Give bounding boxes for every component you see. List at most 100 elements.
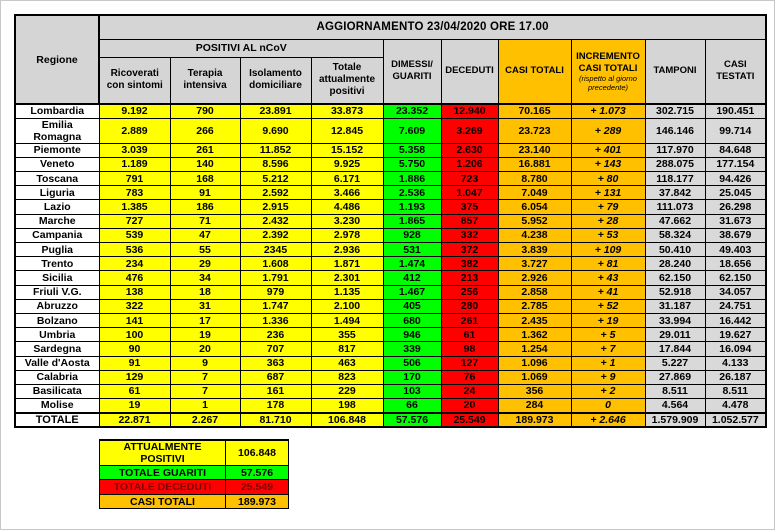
value-cell: 266	[169, 117, 241, 144]
value-cell: 372	[440, 241, 499, 258]
value-cell: 23.140	[497, 142, 572, 158]
value-cell: 17.844	[644, 341, 706, 357]
value-cell: 1.254	[497, 341, 572, 357]
value-cell: 506	[382, 355, 442, 371]
value-cell: 946	[382, 327, 442, 343]
value-cell: 190.451	[704, 102, 767, 119]
covid-regions-table: Regione AGGIORNAMENTO 23/04/2020 ORE 17.…	[14, 14, 768, 428]
value-cell: 3.466	[310, 185, 384, 201]
value-cell: 2.978	[310, 227, 384, 244]
value-cell: + 9	[570, 369, 646, 385]
value-cell: 236	[239, 327, 312, 343]
column-header-totale-positivi: Totale attualmente positivi	[310, 56, 384, 105]
value-cell: 322	[98, 298, 171, 314]
value-cell: 261	[169, 142, 241, 158]
value-cell: 2.435	[497, 312, 572, 329]
value-cell: 29.011	[644, 327, 706, 343]
value-cell: + 80	[570, 171, 646, 187]
value-cell: 1.096	[497, 355, 572, 371]
legend-body: ATTUALMENTE POSITIVI 106.848 TOTALE GUARIT…	[99, 438, 289, 510]
value-cell: 288.075	[644, 156, 706, 173]
region-name-cell: Bolzano	[14, 312, 100, 329]
value-cell: 2.392	[239, 227, 312, 244]
value-cell: + 28	[570, 213, 646, 229]
value-cell: 229	[310, 383, 384, 400]
region-row: Veneto 1.189 140 8.596 9.925 5.750 1.206 16.881…	[14, 156, 767, 173]
value-cell: 7	[169, 383, 241, 400]
region-name-cell: Trento	[14, 256, 100, 272]
value-cell: 8.780	[497, 171, 572, 187]
region-row: Toscana 791 168 5.212 6.171 1.886 723 8.780 + 80…	[14, 171, 767, 187]
value-cell: 31.673	[704, 213, 767, 229]
region-row: Piemonte 3.039 261 11.852 15.152 5.358 2.630 23…	[14, 142, 767, 158]
value-cell: 4.486	[310, 199, 384, 215]
value-cell: 0	[570, 398, 646, 414]
value-cell: 31.187	[644, 298, 706, 314]
value-cell: 20	[440, 398, 499, 414]
value-cell: 1.135	[310, 284, 384, 300]
value-cell: 19	[169, 327, 241, 343]
value-cell: 261	[440, 312, 499, 329]
value-cell: 15.152	[310, 142, 384, 158]
region-name-cell: Emilia Romagna	[14, 117, 100, 144]
value-cell: 2345	[239, 241, 312, 258]
value-cell: 2.889	[98, 117, 171, 144]
value-cell: 198	[310, 398, 384, 414]
value-cell: 18.656	[704, 256, 767, 272]
summary-legend: ATTUALMENTE POSITIVI 106.848 TOTALE GUARIT…	[99, 438, 289, 510]
value-cell: 29	[169, 256, 241, 272]
incremento-label: INCREMENTO CASI TOTALI	[576, 50, 640, 74]
value-cell: 680	[382, 312, 442, 329]
value-cell: + 19	[570, 312, 646, 329]
value-cell: 234	[98, 256, 171, 272]
value-cell: 857	[440, 213, 499, 229]
header-row-title: Regione AGGIORNAMENTO 23/04/2020 ORE 17.…	[14, 14, 767, 105]
region-name-cell: Valle d'Aosta	[14, 355, 100, 371]
value-cell: + 2	[570, 383, 646, 400]
region-row: Lombardia 9.192 790 23.891 33.873 23.352 12.94…	[14, 102, 767, 119]
value-cell: 928	[382, 227, 442, 244]
value-cell: 26.298	[704, 199, 767, 215]
value-cell: 5.212	[239, 171, 312, 187]
value-cell: 2.926	[497, 270, 572, 286]
header-row-groups: POSITIVI AL nCoV DIMESSI/ GUARITI DECEDU…	[15, 38, 767, 105]
value-cell: 81.710	[239, 411, 312, 428]
value-cell: + 79	[570, 199, 646, 215]
region-row: Valle d'Aosta 91 9 363 463 506 127 1.096 + 1 5.22…	[14, 355, 767, 371]
value-cell: 1.189	[98, 156, 171, 173]
value-cell: 476	[98, 270, 171, 286]
value-cell: 412	[382, 270, 442, 286]
value-cell: 34	[169, 270, 241, 286]
value-cell: 4.238	[497, 227, 572, 244]
value-cell: 57.576	[382, 411, 442, 428]
region-row: Emilia Romagna 2.889 266 9.690 12.845 7.609 3.…	[14, 117, 767, 144]
value-cell: 26.187	[704, 369, 767, 385]
value-cell: 1.047	[440, 185, 499, 201]
value-cell: 52.918	[644, 284, 706, 300]
value-cell: 98	[440, 341, 499, 357]
value-cell: 84.648	[704, 142, 767, 158]
column-header-dimessi-guariti: DIMESSI/ GUARITI	[382, 38, 442, 105]
value-cell: + 131	[570, 185, 646, 201]
value-cell: 118.177	[644, 171, 706, 187]
value-cell: 62.150	[644, 270, 706, 286]
value-cell: 7.609	[382, 117, 442, 144]
legend-value: 189.973	[225, 493, 289, 510]
value-cell: 2.936	[310, 241, 384, 258]
region-row: Sicilia 476 34 1.791 2.301 412 213 2.926 + 43 62.…	[14, 270, 767, 286]
legend-value: 25.549	[225, 479, 289, 495]
value-cell: 16.881	[497, 156, 572, 173]
value-cell: 27.869	[644, 369, 706, 385]
value-cell: 33.994	[644, 312, 706, 329]
value-cell: 536	[98, 241, 171, 258]
value-cell: 6.054	[497, 199, 572, 215]
table-title: AGGIORNAMENTO 23/04/2020 ORE 17.00	[98, 14, 767, 40]
value-cell: 783	[98, 185, 171, 201]
value-cell: 33.873	[310, 102, 384, 119]
value-cell: 141	[98, 312, 171, 329]
column-header-ricoverati: Ricoverati con sintomi	[98, 56, 171, 105]
value-cell: 2.592	[239, 185, 312, 201]
column-group-positivi: POSITIVI AL nCoV	[98, 38, 384, 58]
value-cell: 50.410	[644, 241, 706, 258]
value-cell: 111.073	[644, 199, 706, 215]
